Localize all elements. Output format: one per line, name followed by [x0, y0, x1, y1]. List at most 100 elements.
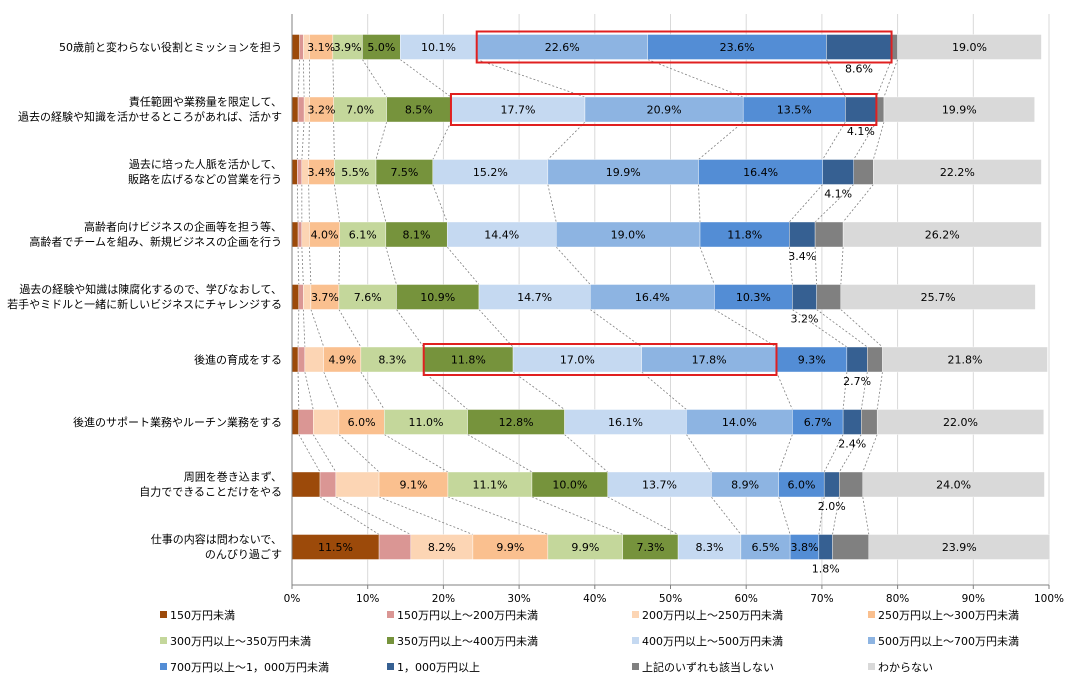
bar-segment	[590, 284, 715, 310]
bar-segment	[378, 534, 412, 560]
legend-label: 150万円以上～200万円未満	[397, 609, 538, 622]
bar-segment	[826, 34, 892, 60]
series-connector	[432, 184, 448, 223]
series-connector	[607, 496, 679, 535]
category-label: 過去に培った人脈を活かして、	[129, 157, 282, 171]
legend-swatch	[632, 663, 639, 670]
bar-segment	[298, 409, 314, 435]
bar-segment	[862, 471, 1045, 498]
category-label: 責任範囲や業務量を限定して、	[129, 95, 282, 109]
bar-segment	[297, 346, 306, 373]
bar-label: 22.6%	[545, 41, 580, 54]
bar-segment	[861, 409, 878, 435]
category-label: 高齢者でチームを組み、新規ビジネスの企画を行う	[29, 235, 282, 249]
bar-label: 9.9%	[496, 541, 524, 554]
bar-segment	[423, 346, 514, 373]
legend-label: 350万円以上～400万円未満	[397, 635, 538, 648]
highlight-boxes	[422, 30, 893, 376]
series-connector	[384, 434, 449, 473]
bar-label: 17.7%	[500, 104, 535, 117]
bar-segment	[853, 159, 874, 185]
series-connector	[641, 371, 687, 410]
series-connector	[711, 496, 742, 535]
bar-label: 2.4%	[838, 438, 866, 451]
bar-segment	[385, 221, 448, 248]
bar-label: 15.2%	[473, 166, 508, 179]
legend-label: 上記のいずれも該当しない	[642, 660, 774, 674]
category-label: 販路を広げるなどの営業を行う	[128, 172, 282, 186]
bar-label: 3.2%	[791, 313, 819, 326]
bar-segment	[699, 221, 790, 248]
bar-segment	[400, 34, 477, 60]
bar-label: 6.7%	[804, 416, 832, 429]
legend-swatch	[160, 637, 167, 644]
category-label: 後進のサポート業務やルーチン業務をする	[73, 415, 282, 429]
series-connector	[335, 496, 412, 535]
bar-label: 7.5%	[390, 166, 418, 179]
series-connector	[872, 121, 885, 160]
bar-segment	[332, 34, 363, 60]
bar-label: 8.2%	[428, 541, 456, 554]
bar-segment	[845, 96, 877, 123]
bar-label: 9.3%	[798, 354, 826, 367]
bar-segment	[686, 409, 793, 435]
bar-label: 23.6%	[720, 41, 755, 54]
bar-segment	[876, 96, 885, 123]
series-connector	[778, 496, 791, 535]
bar-segment	[291, 284, 300, 310]
x-tick-label: 10%	[356, 593, 379, 605]
bar-segment	[512, 346, 642, 373]
bar-segment	[832, 534, 870, 560]
series-connector	[378, 496, 474, 535]
bar-label: 14.4%	[484, 229, 519, 242]
x-tick-label: 70%	[810, 593, 833, 605]
bar-label: 13.7%	[642, 479, 677, 492]
bar-label: 5.5%	[341, 166, 369, 179]
bar-segment	[647, 34, 827, 60]
bar-segment	[297, 221, 303, 248]
legend-swatch	[160, 611, 167, 618]
series-connector	[823, 434, 844, 473]
bar-segment	[472, 534, 549, 560]
bar-label: 6.5%	[752, 541, 780, 554]
bar-label: 4.1%	[824, 188, 852, 201]
bar-segment	[883, 96, 1035, 123]
series-connector	[308, 184, 310, 223]
bar-segment	[339, 221, 387, 248]
x-axis: 0% 10% 20% 30% 40% 50% 60% 70% 80% 90% 100%	[284, 14, 1064, 605]
bar-segment	[309, 221, 340, 248]
legend-swatch	[387, 611, 394, 618]
x-tick-label: 100%	[1034, 593, 1064, 605]
bar-label: 3.9%	[334, 41, 362, 54]
bar-label: 8.5%	[405, 104, 433, 117]
category-label: 過去の経験や知識は陳腐化するので、学びなおして、	[19, 282, 282, 296]
series-connector	[297, 309, 300, 348]
series-connector	[446, 246, 480, 285]
bar-segment	[309, 96, 334, 123]
series-connector	[840, 309, 883, 348]
bar-segment	[547, 159, 699, 185]
series-connector	[476, 59, 586, 98]
bar-segment	[740, 534, 791, 560]
series-connector	[814, 184, 854, 223]
bar-label: 19.9%	[606, 166, 641, 179]
legend: 150万円未満 150万円以上～200万円未満 200万円以上～250万円未満 250…	[160, 609, 1019, 674]
bar-segment	[410, 534, 474, 560]
series-connector	[512, 371, 565, 410]
bar-segment	[386, 96, 452, 123]
series-connector	[333, 121, 335, 160]
legend-label: 500万円以上～700万円未満	[878, 635, 1019, 648]
series-connector	[301, 246, 304, 285]
bar-segment	[447, 471, 533, 498]
bar-segment	[839, 471, 863, 498]
bar-label: 17.8%	[692, 354, 727, 367]
bar-segment	[432, 159, 549, 185]
series-connector	[338, 434, 380, 473]
bar-segment	[378, 471, 449, 498]
x-tick-label: 40%	[583, 593, 606, 605]
bar-segment	[291, 346, 299, 373]
series-connector	[308, 121, 310, 160]
bar-label: 11.8%	[451, 354, 486, 367]
series-connector	[304, 371, 314, 410]
x-tick-label: 90%	[962, 593, 985, 605]
